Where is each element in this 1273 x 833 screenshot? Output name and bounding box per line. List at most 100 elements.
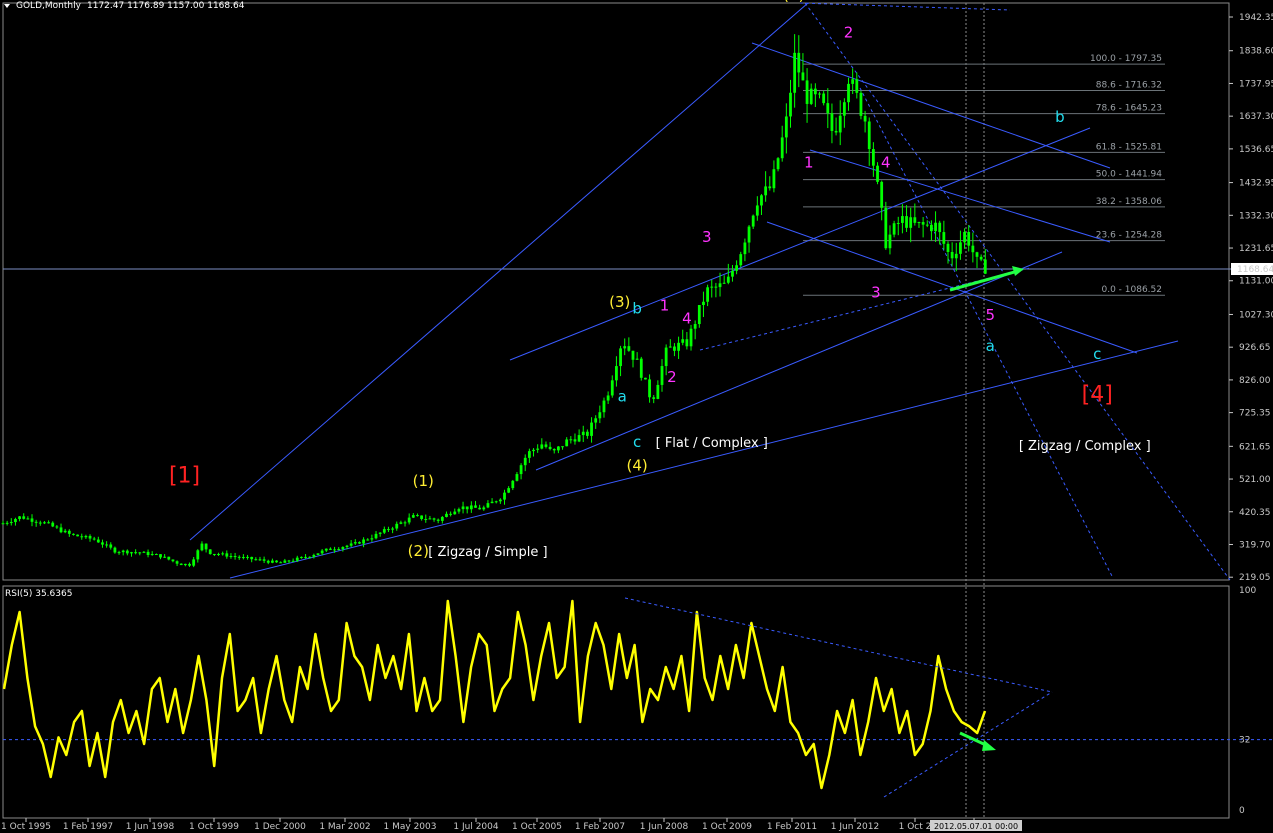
candle-body	[163, 556, 167, 558]
menu-triangle-icon[interactable]	[4, 4, 10, 8]
candle-body	[175, 561, 179, 564]
wave-label: 3	[871, 283, 881, 301]
candle-body	[556, 446, 560, 451]
candle-body	[130, 552, 133, 554]
candle-body	[971, 245, 975, 253]
candle-body	[892, 223, 896, 235]
candle-body	[731, 270, 734, 277]
trend-line	[809, 149, 1111, 243]
candle-body	[921, 222, 925, 225]
wave-label: 1	[804, 153, 814, 171]
candle-body	[494, 501, 498, 503]
candle-body	[751, 215, 755, 227]
fib-level-label: 61.8 - 1525.81	[1096, 142, 1162, 152]
candle-body	[954, 253, 958, 259]
wave-label: (2)	[408, 542, 429, 560]
candle-body	[38, 522, 42, 524]
wave-label: 4	[881, 153, 891, 171]
candle-body	[631, 350, 635, 360]
candle-body	[324, 548, 328, 551]
candle-body	[341, 547, 345, 549]
candle-body	[275, 560, 278, 563]
candle-body	[204, 543, 208, 550]
rsi-arrow-head	[982, 740, 996, 751]
candle-body	[76, 534, 80, 537]
wave-label: 3	[702, 228, 712, 246]
symbol-label: GOLD,Monthly	[16, 1, 82, 11]
candle-body	[121, 550, 125, 553]
candle-body	[851, 79, 855, 84]
trend-line	[189, 2, 809, 541]
price-tick-label: 219.05	[1239, 573, 1271, 583]
candle-body	[304, 556, 307, 558]
candle-body	[101, 542, 104, 545]
candle-body	[378, 532, 382, 534]
candle-body	[51, 522, 55, 527]
candle-body	[154, 554, 158, 556]
candle-body	[229, 556, 233, 558]
candle-body	[212, 553, 216, 555]
candle-body	[739, 254, 743, 266]
price-tick-label: 1737.95	[1239, 79, 1273, 89]
candle-body	[337, 548, 341, 550]
time-tick-label: 1 Oct 2	[899, 822, 932, 832]
candle-body	[47, 522, 50, 524]
candle-body	[43, 522, 46, 524]
candle-body	[979, 256, 983, 260]
rsi-trend-line	[883, 691, 1053, 798]
candle-body	[552, 448, 556, 451]
candle-body	[627, 346, 631, 351]
candle-body	[88, 535, 92, 539]
candle-body	[548, 446, 552, 449]
candle-body	[18, 516, 21, 520]
candle-body	[755, 205, 759, 216]
candle-body	[880, 181, 884, 208]
candle-body	[834, 130, 838, 133]
candle-body	[975, 252, 979, 257]
candle-body	[818, 93, 821, 95]
candle-body	[80, 536, 84, 538]
candle-body	[660, 366, 664, 385]
candle-body	[743, 242, 747, 255]
wave-label: [ Zigzag / Complex ]	[1019, 439, 1151, 454]
wave-label: 1	[660, 296, 670, 314]
candle-body	[569, 439, 573, 441]
candle-body	[217, 553, 220, 555]
candle-body	[9, 522, 13, 524]
rsi-tick-label: 100	[1239, 586, 1256, 596]
candle-body	[847, 83, 850, 103]
candle-body	[92, 538, 96, 540]
price-tick-label: 1637.30	[1239, 112, 1273, 122]
candle-body	[159, 554, 162, 558]
candle-body	[507, 488, 511, 493]
candle-body	[685, 339, 689, 347]
candle-body	[619, 348, 622, 367]
candle-body	[391, 528, 395, 530]
candle-body	[801, 72, 805, 81]
candle-body	[486, 503, 490, 508]
candle-body	[183, 563, 187, 566]
price-tick-label: 1131.00	[1239, 277, 1273, 287]
candle-body	[424, 519, 428, 521]
candle-body	[635, 358, 639, 360]
time-tick-label: 1 Mar 2002	[319, 822, 370, 832]
candle-body	[387, 529, 390, 531]
candle-body	[519, 465, 523, 475]
time-tick-label: 1 Oct 1995	[1, 822, 51, 832]
price-tick-label: 826.00	[1239, 376, 1271, 386]
wave-label: [ Zigzag / Simple ]	[428, 545, 547, 560]
wave-label: 5	[985, 306, 995, 324]
candle-body	[606, 395, 610, 401]
candle-body	[859, 92, 863, 116]
candle-body	[826, 103, 830, 114]
wave-label: (4)	[627, 456, 648, 474]
candle-body	[353, 542, 357, 544]
candle-body	[179, 563, 183, 566]
candle-body	[233, 556, 237, 558]
wave-label: c	[1093, 345, 1101, 363]
candle-body	[598, 412, 602, 419]
price-tick-label: 1027.30	[1239, 310, 1273, 320]
candle-body	[714, 286, 718, 288]
trend-line	[229, 340, 1179, 579]
